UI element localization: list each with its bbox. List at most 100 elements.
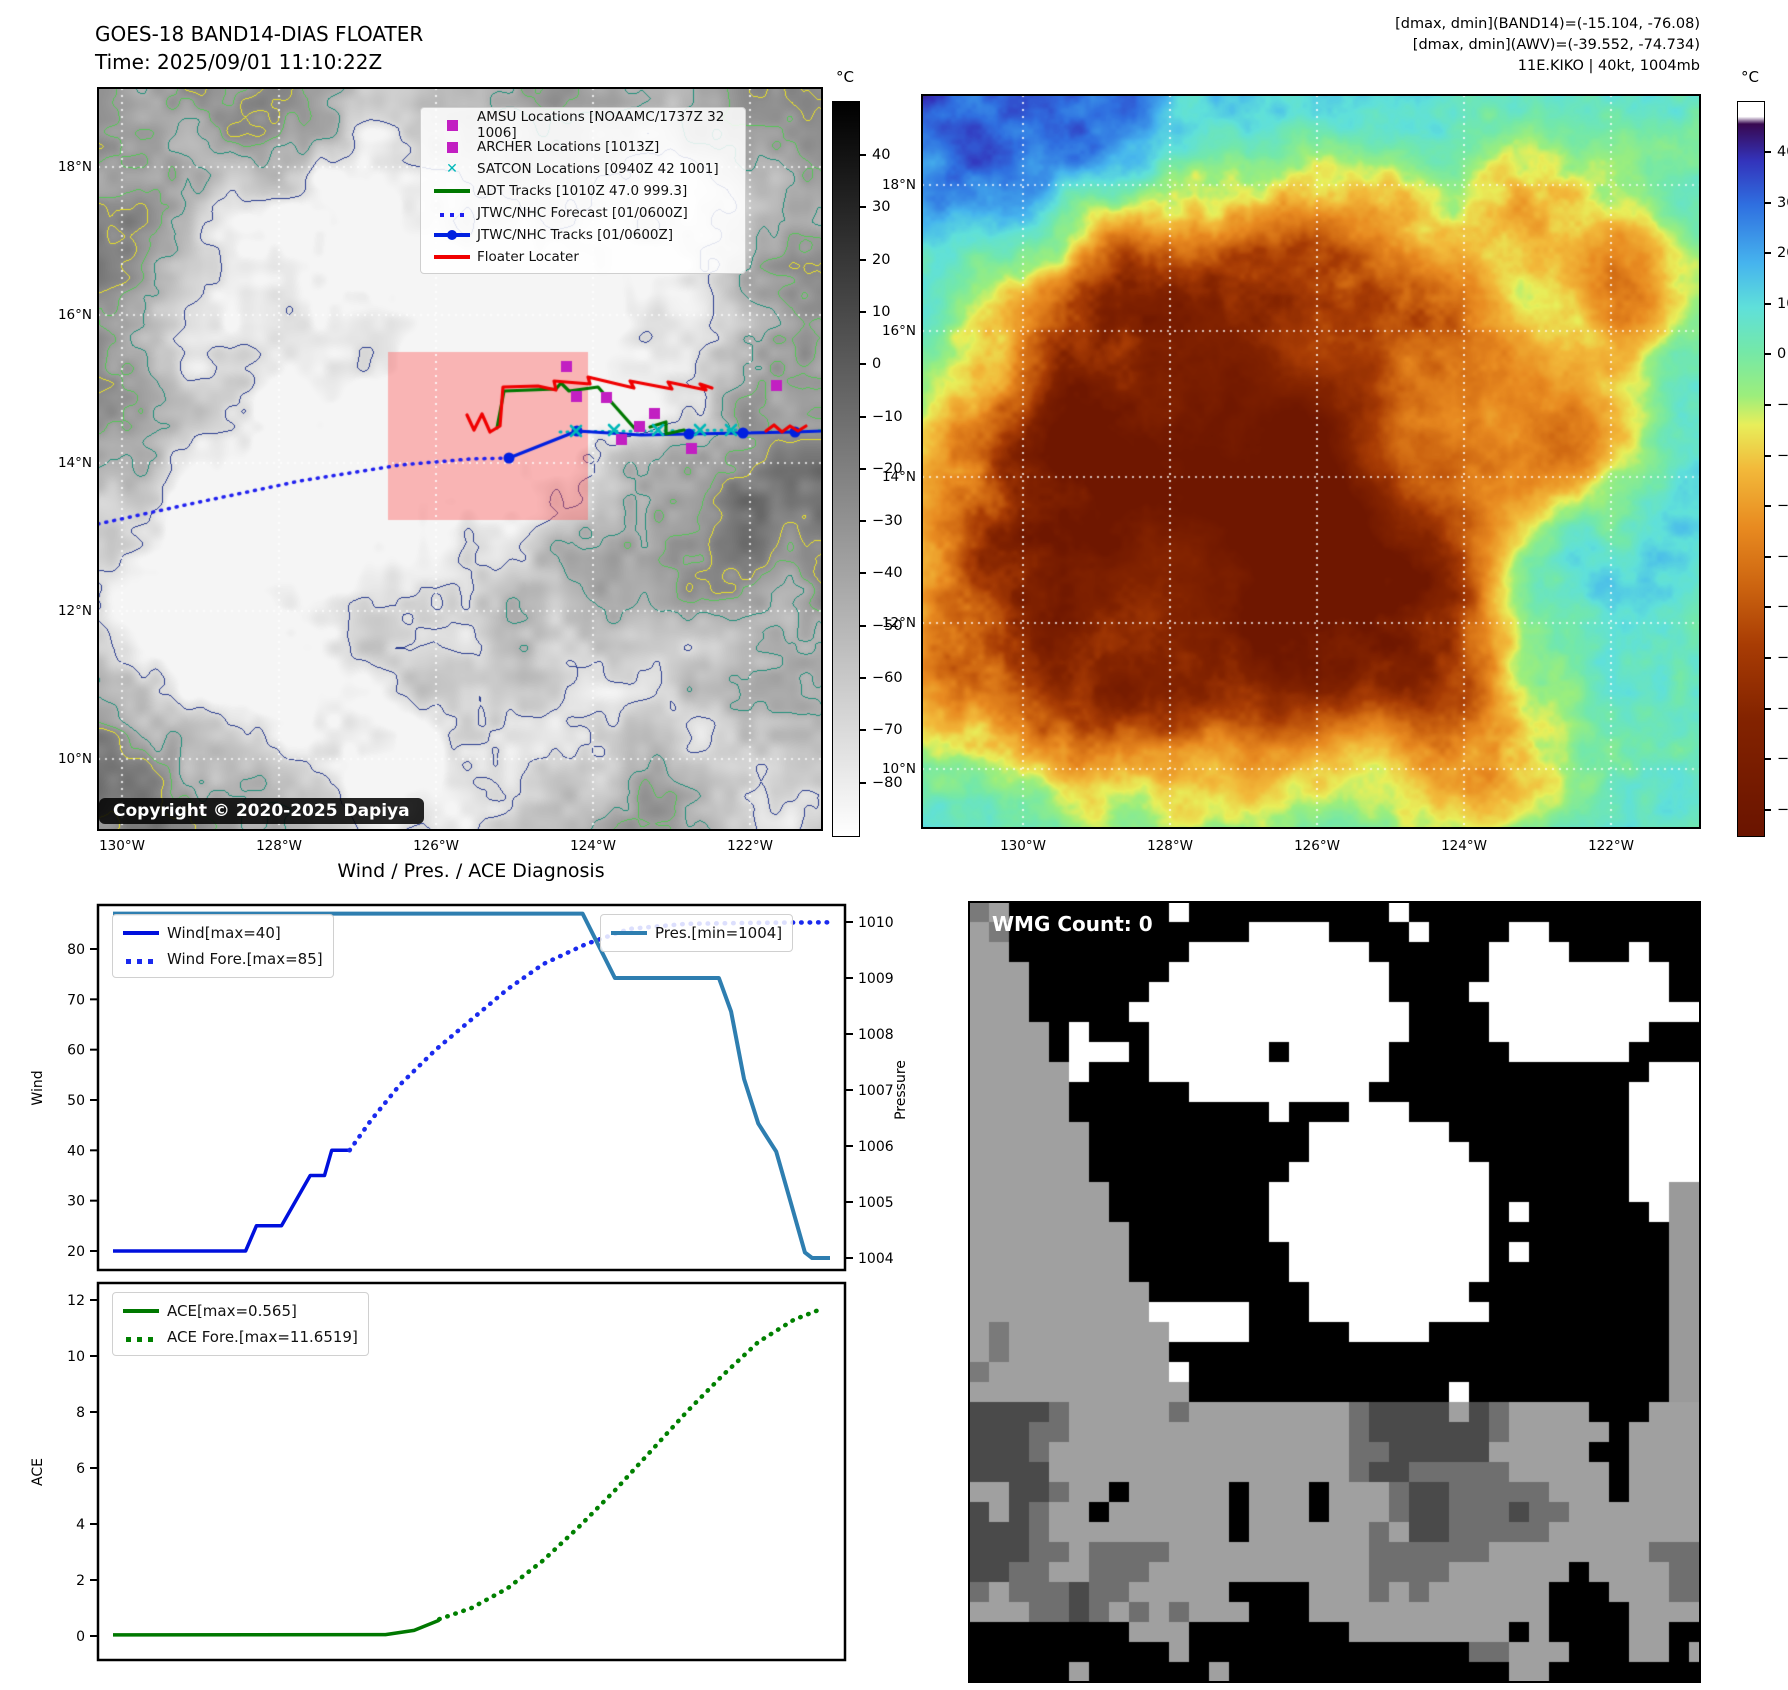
colorbar-tick [1764, 404, 1771, 406]
lat-tick-label: 18°N [881, 177, 916, 193]
colorbar-tick-label: 20 [872, 251, 891, 268]
square-marker-icon [427, 119, 477, 131]
line-marker-icon [611, 931, 655, 935]
colorbar-tick-label: 0 [1777, 346, 1787, 363]
colorbar-tick [1764, 606, 1771, 609]
lon-tick-label: 128°W [256, 838, 302, 854]
colorbar-tick-label: −70 [1777, 700, 1788, 717]
legend-item: Floater Locater [427, 246, 739, 268]
legend-item: ARCHER Locations [1013Z] [427, 136, 739, 158]
chart-series [112, 1618, 440, 1637]
axis-label: Wind [30, 1070, 46, 1105]
lat-tick-label: 16°N [881, 323, 916, 339]
colorbar-tick-label: −70 [872, 722, 903, 739]
colorbar-tick [1764, 454, 1771, 457]
legend-item-label: Wind[max=40] [167, 924, 281, 942]
axis-label: 1010 [858, 915, 894, 931]
axis-label: Pressure [893, 1060, 909, 1120]
colorbar-tick [1764, 758, 1771, 761]
lon-tick-label: 130°W [1000, 838, 1046, 854]
legend-item-label: Wind Fore.[max=85] [167, 950, 323, 968]
dotted-line-marker-icon [123, 950, 167, 968]
colorbar-tick-label: 30 [872, 199, 891, 216]
colorbar-tick-label: 30 [1777, 194, 1788, 211]
satellite-product-title: GOES-18 BAND14-DIAS FLOATER [95, 22, 424, 46]
colorbar-awv [1737, 101, 1765, 837]
chart-title: Wind / Pres. / ACE Diagnosis [337, 860, 605, 882]
lat-tick-label: 12°N [57, 603, 92, 619]
colorbar-tick [1764, 808, 1771, 811]
colorbar-tick [1764, 353, 1771, 356]
lat-tick-label: 16°N [57, 307, 92, 323]
colorbar-tick-label: −10 [1777, 397, 1788, 413]
colorbar-unit: °C [836, 68, 854, 86]
colorbar-tick [1764, 657, 1771, 659]
legend-item: JTWC/NHC Tracks [01/0600Z] [427, 224, 739, 246]
axis-label: 80 [67, 942, 85, 958]
line-marker-icon [427, 255, 477, 259]
axis-label: 70 [67, 992, 85, 1008]
colorbar-tick [859, 677, 866, 679]
colorbar-tick-label: 10 [872, 303, 891, 320]
square-marker-icon [427, 141, 477, 153]
legend-item-label: ACE[max=0.565] [167, 1302, 297, 1320]
storm-info: [dmax, dmin](BAND14)=(-15.104, -76.08) [… [1395, 14, 1700, 77]
legend-item: ✕ SATCON Locations [0940Z 42 1001] [427, 158, 739, 180]
lon-tick-label: 128°W [1147, 838, 1193, 854]
chart-series [436, 1307, 822, 1622]
legend-item: AMSU Locations [NOAAMC/1737Z 32 1006] [427, 109, 739, 141]
dotted-line-marker-icon [123, 1328, 167, 1346]
axis-label: 0 [76, 1629, 85, 1645]
axis-label: 1008 [858, 1027, 894, 1043]
legend-item-label: ARCHER Locations [1013Z] [477, 139, 660, 155]
colorbar-tick-label: 40 [1777, 144, 1788, 160]
legend-item: ACE[max=0.565] [123, 1298, 358, 1324]
axis-label: 1005 [858, 1195, 894, 1211]
lat-tick-label: 18°N [57, 159, 92, 175]
map-legend: AMSU Locations [NOAAMC/1737Z 32 1006] ARC… [420, 107, 746, 274]
colorbar-tick [1764, 252, 1771, 255]
x-marker-icon: ✕ [446, 161, 458, 177]
colorbar-tick [859, 781, 866, 784]
timestamp: Time: 2025/09/01 11:10:22Z [95, 50, 383, 74]
colorbar-tick [1764, 707, 1771, 710]
axis-label: 10 [67, 1349, 85, 1365]
lat-tick-label: 14°N [881, 469, 916, 485]
colorbar-unit: °C [1741, 68, 1759, 86]
legend-item: Pres.[min=1004] [611, 920, 782, 946]
line-dot-marker-icon [427, 230, 477, 240]
chart-series [113, 911, 830, 1260]
lon-tick-label: 126°W [413, 838, 459, 854]
page-title: GOES-18 BAND14-DIAS FLOATER Time: 2025/0… [95, 20, 423, 76]
colorbar-tick-label: 20 [1777, 245, 1788, 262]
legend-item-label: Floater Locater [477, 249, 579, 265]
colorbar-tick [859, 520, 866, 523]
colorbar-tick [859, 729, 866, 732]
colorbar-tick [859, 572, 866, 575]
dmax-dmin-awv: [dmax, dmin](AWV)=(-39.552, -74.734) [1412, 37, 1700, 53]
line-marker-icon [123, 1309, 167, 1313]
colorbar-tick-label: −50 [872, 617, 903, 634]
colorbar-tick [859, 624, 866, 627]
colorbar-tick-label: −80 [872, 774, 903, 791]
legend-item: ACE Fore.[max=11.6519] [123, 1324, 358, 1350]
colorbar-tick-label: −90 [1777, 801, 1788, 818]
axis-label: 40 [67, 1143, 85, 1159]
dmax-dmin-band14: [dmax, dmin](BAND14)=(-15.104, -76.08) [1395, 16, 1700, 32]
colorbar-tick [1764, 302, 1771, 305]
lon-tick-label: 122°W [1588, 838, 1634, 854]
chart-series [113, 1148, 350, 1253]
colorbar-tick-label: −40 [872, 565, 903, 582]
axis-label: 50 [67, 1093, 85, 1109]
legend-item: Wind Fore.[max=85] [123, 946, 323, 972]
legend-item: JTWC/NHC Forecast [01/0600Z] [427, 202, 739, 224]
legend-item-label: JTWC/NHC Tracks [01/0600Z] [477, 227, 674, 243]
axis-label: 6 [76, 1461, 85, 1477]
colorbar-tick-label: −20 [872, 460, 903, 477]
colorbar-tick-label: −50 [1777, 599, 1788, 616]
wind-legend: Wind[max=40] Wind Fore.[max=85] [112, 914, 334, 978]
colorbar-tick [1764, 505, 1771, 508]
wmg-count: WMG Count: 0 [992, 912, 1153, 936]
lat-tick-label: 10°N [881, 761, 916, 777]
axis-label: ACE [30, 1458, 46, 1486]
